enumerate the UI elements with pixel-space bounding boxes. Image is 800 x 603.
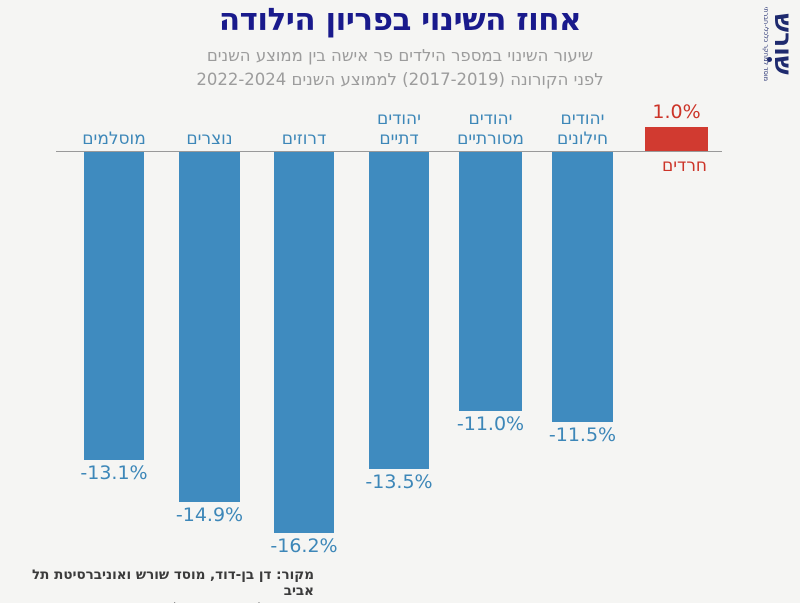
bar [552,152,613,422]
bar [645,127,708,151]
bar-category-label: יהודים מסורתיים [431,109,551,149]
source-line: מקור: דן בן-דוד, מוסד שורש ואוניברסיטת ת… [32,567,314,599]
bar-value-label: -13.5% [365,471,433,493]
source-credits: מקור: דן בן-דוד, מוסד שורש ואוניברסיטת ת… [6,567,314,603]
bar-category-label: יהודים חילונים [523,109,643,149]
bar-category-label-line: מוסלמים [82,129,146,149]
bar-category-label-line: חרדים [661,156,708,176]
subtitle-line-1: שיעור השינוי במספר הילדים פר אישה בין ממ… [206,46,594,65]
page-title: אחוז השינוי בפריון הילודה [218,2,582,38]
data-source-line: נתונים: הלשכה המרכזית לסטטיסטיקה [6,599,314,603]
bar-value-label: -13.1% [80,462,148,484]
bar-category-label-line: דרוזים [281,129,327,149]
bar-value-label: -11.0% [456,413,525,435]
bar-category-label-line: יהודים [468,109,513,129]
bar-value-label: -14.9% [175,504,244,526]
bar [369,152,429,469]
bar-category-label-line: נוצרים [186,129,233,149]
bar [274,152,334,533]
zero-baseline [56,151,722,152]
bar-category-label-line: דתיים [379,129,419,149]
bar-category-label-line: חילונים [556,129,609,149]
subtitle-line-2: לפני הקורונה (2017-2019) לממוצע השנים 20… [196,70,604,89]
bar-value-label: -16.2% [270,535,338,557]
bar-category-label-line: מסורתיים [457,129,524,149]
bar-category-label: נוצרים [150,129,270,149]
bar-category-label-line: יהודים [560,109,605,129]
bar [84,152,144,460]
bar-value-label: -11.5% [548,424,617,446]
bar [179,152,240,502]
bar [459,152,522,411]
bar-value-label: 1.0% [652,101,701,123]
chart-subtitle: שיעור השינוי במספר הילדים פר אישה בין ממ… [0,44,800,92]
bar-category-label: יהודים דתיים [339,109,459,149]
bar-category-label: דרוזים [244,129,364,149]
bar-category-label: מוסלמים [54,129,174,149]
bar-category-label: חרדים [625,156,745,176]
bar-category-label-line: יהודים [377,109,421,129]
